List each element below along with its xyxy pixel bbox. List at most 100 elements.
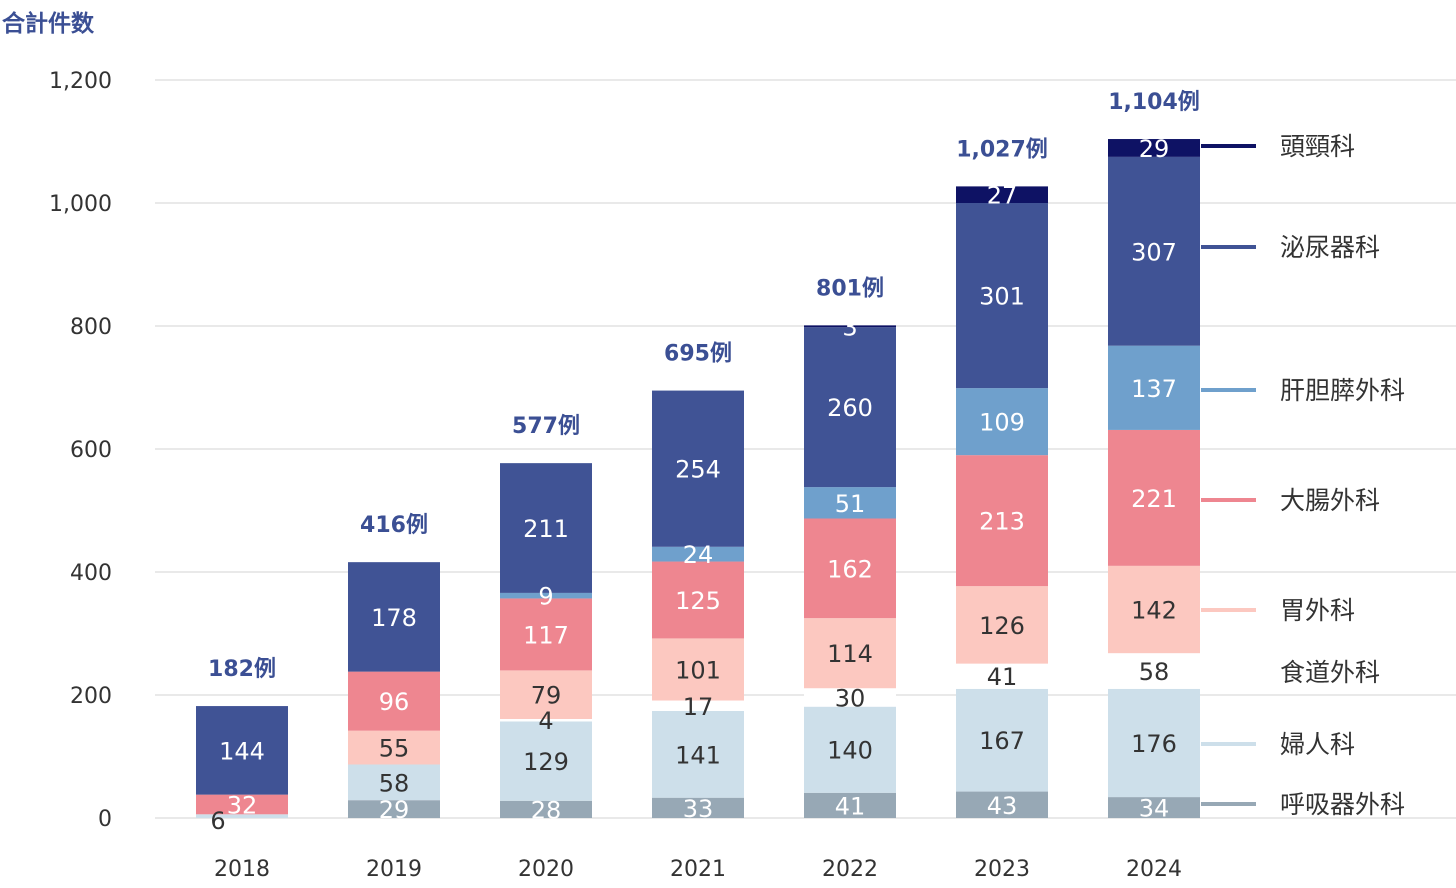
- y-tick-label: 600: [70, 438, 112, 463]
- data-label: 32: [227, 791, 258, 819]
- x-tick-label: 2020: [518, 857, 574, 882]
- data-label: 126: [979, 612, 1025, 640]
- bar-segment: [1108, 139, 1200, 157]
- bar-segment: [1108, 156, 1200, 346]
- bar-segment: [196, 706, 288, 795]
- bar-segment: [956, 663, 1048, 689]
- bar-segment: [956, 186, 1048, 203]
- data-label: 213: [979, 508, 1025, 536]
- bar-segment: [956, 791, 1048, 818]
- bar-segment: [196, 794, 288, 815]
- bar-segment: [652, 390, 744, 547]
- legend-label: 胃外科: [1280, 596, 1355, 625]
- x-tick-label: 2024: [1126, 857, 1182, 882]
- total-label: 1,027例: [956, 137, 1048, 162]
- total-label: 695例: [664, 342, 732, 367]
- bar-segment: [956, 455, 1048, 587]
- data-label: 96: [379, 688, 410, 716]
- bar-segment: [652, 561, 744, 639]
- data-label: 221: [1131, 485, 1177, 513]
- bar-segment: [804, 325, 896, 328]
- bar-segment: [804, 518, 896, 619]
- data-label: 29: [1139, 135, 1170, 163]
- data-label: 41: [835, 792, 866, 820]
- data-label: 79: [531, 682, 562, 710]
- total-label: 801例: [816, 276, 884, 301]
- data-label: 167: [979, 727, 1025, 755]
- data-label: 307: [1131, 238, 1177, 266]
- data-label: 41: [987, 663, 1018, 691]
- bar-segment: [804, 792, 896, 818]
- legend-label: 大腸外科: [1280, 486, 1380, 515]
- bar-segment: [196, 814, 288, 818]
- data-label: 142: [1131, 597, 1177, 625]
- data-label: 33: [683, 795, 714, 823]
- data-label: 114: [827, 640, 873, 668]
- bar-segment: [1108, 565, 1200, 654]
- data-label: 34: [1139, 795, 1170, 823]
- data-label: 301: [979, 283, 1025, 311]
- x-tick-label: 2022: [822, 857, 878, 882]
- data-label: 176: [1131, 730, 1177, 758]
- data-label: 17: [683, 693, 714, 721]
- data-label: 9: [538, 583, 553, 611]
- bar-segment: [956, 688, 1048, 792]
- bar-segment: [500, 670, 592, 719]
- data-label: 58: [379, 769, 410, 797]
- legend-label: 泌尿器科: [1280, 233, 1380, 262]
- x-tick-label: 2023: [974, 857, 1030, 882]
- y-tick-label: 1,200: [49, 69, 112, 94]
- data-label: 162: [827, 555, 873, 583]
- bar-segment: [1108, 345, 1200, 430]
- data-label: 141: [675, 741, 721, 769]
- bar-segment: [652, 700, 744, 711]
- x-tick-label: 2021: [670, 857, 726, 882]
- bar-segment: [956, 203, 1048, 389]
- bar-segment: [804, 618, 896, 689]
- data-label: 117: [523, 621, 569, 649]
- total-label: 416例: [360, 513, 428, 538]
- bar-segment: [652, 638, 744, 701]
- data-label: 30: [835, 684, 866, 712]
- legend-label: 婦人科: [1280, 730, 1355, 759]
- data-label: 28: [531, 796, 562, 824]
- bar-segment: [652, 546, 744, 562]
- legend-label: 食道外科: [1280, 658, 1380, 687]
- bar-segment: [500, 718, 592, 722]
- bar-segment: [956, 586, 1048, 664]
- legend-label: 頭頸科: [1280, 132, 1355, 161]
- bar-segment: [500, 463, 592, 593]
- data-label: 254: [675, 456, 721, 484]
- y-tick-label: 400: [70, 561, 112, 586]
- bar-segment: [500, 721, 592, 801]
- bar-segment: [348, 730, 440, 765]
- data-label: 58: [1139, 658, 1170, 686]
- bar-segment: [1108, 653, 1200, 689]
- x-tick-label: 2019: [366, 857, 422, 882]
- data-label: 51: [835, 490, 866, 518]
- legend-label: 肝胆膵外科: [1280, 376, 1405, 405]
- bar-segment: [500, 800, 592, 818]
- bar-segment: [1108, 688, 1200, 798]
- data-label: 24: [683, 541, 714, 569]
- data-label: 109: [979, 409, 1025, 437]
- data-label: 137: [1131, 375, 1177, 403]
- legend-label: 呼吸器外科: [1280, 790, 1405, 819]
- bar-segment: [956, 388, 1048, 456]
- bar-segment: [348, 671, 440, 731]
- data-label: 55: [379, 735, 410, 763]
- data-label: 101: [675, 656, 721, 684]
- data-label: 211: [523, 515, 569, 543]
- bar-segment: [804, 688, 896, 707]
- y-tick-label: 800: [70, 315, 112, 340]
- bar-segment: [348, 764, 440, 801]
- total-label: 182例: [208, 657, 276, 682]
- bar-segment: [1108, 429, 1200, 566]
- data-label: 29: [379, 796, 410, 824]
- data-label: 4: [538, 707, 553, 735]
- data-label: 260: [827, 394, 873, 422]
- data-label: 144: [219, 737, 265, 765]
- y-tick-label: 200: [70, 684, 112, 709]
- bar-segment: [804, 706, 896, 793]
